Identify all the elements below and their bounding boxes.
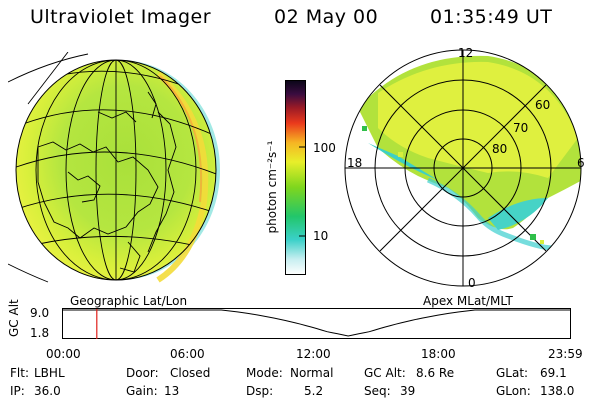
timeline-ytick-9: 9.0 (30, 306, 50, 320)
mlat-label-80: 80 (492, 142, 508, 156)
timeline-xtick-2359: 23:59 (548, 347, 583, 361)
mode-value: Normal (290, 366, 334, 380)
colorbar-tick-10: 10 (313, 229, 329, 243)
gcalt-key: GC Alt: (364, 366, 406, 380)
mlat-label-70: 70 (513, 121, 529, 135)
glon-key: GLon: (496, 384, 531, 398)
colorbar-tick-100: 100 (313, 141, 336, 155)
instrument-title: Ultraviolet Imager (30, 6, 212, 28)
glat-key: GLat: (496, 366, 529, 380)
dsp-key: Dsp: (246, 384, 274, 398)
seq-key: Seq: (364, 384, 391, 398)
timeline-axis-label: GC Alt (7, 299, 21, 337)
gain-key: Gain: (126, 384, 158, 398)
glat-value: 69.1 (540, 366, 567, 380)
timeline-xtick-0000: 00:00 (46, 347, 81, 361)
altitude-timeline (62, 308, 571, 339)
timeline-ytick-1.8: 1.8 (30, 326, 50, 340)
door-key: Door: (126, 366, 159, 380)
colorbar-unit-label: photon cm⁻²s⁻¹ (265, 140, 279, 234)
timeline-xtick-0600: 06:00 (170, 347, 205, 361)
door-value: Closed (170, 366, 211, 380)
polar-mlt-plot (338, 48, 588, 292)
apex-panel-label: Apex MLat/MLT (423, 294, 513, 308)
colorbar (285, 80, 306, 275)
mlat-label-60: 60 (535, 98, 551, 112)
seq-value: 39 (400, 384, 416, 398)
geographic-panel-label: Geographic Lat/Lon (70, 294, 188, 308)
timeline-xtick-1200: 12:00 (296, 347, 331, 361)
ip-value: 36.0 (34, 384, 61, 398)
date-label: 02 May 00 (274, 6, 379, 28)
mlt-label-18: 18 (347, 156, 363, 170)
flt-value: LBHL (34, 366, 65, 380)
geographic-globe-image (8, 52, 240, 292)
gain-value: 13 (164, 384, 180, 398)
flt-key: Flt: (10, 366, 29, 380)
gcalt-value: 8.6 Re (416, 366, 455, 380)
mlt-label-12: 12 (458, 46, 474, 60)
mlt-label-6: 6 (577, 156, 585, 170)
timeline-xtick-1800: 18:00 (421, 347, 456, 361)
mode-key: Mode: (246, 366, 283, 380)
time-label: 01:35:49 UT (430, 6, 553, 28)
ip-key: IP: (10, 384, 25, 398)
mlt-label-0: 0 (468, 276, 476, 290)
dsp-value: 5.2 (304, 384, 324, 398)
glon-value: 138.0 (540, 384, 575, 398)
